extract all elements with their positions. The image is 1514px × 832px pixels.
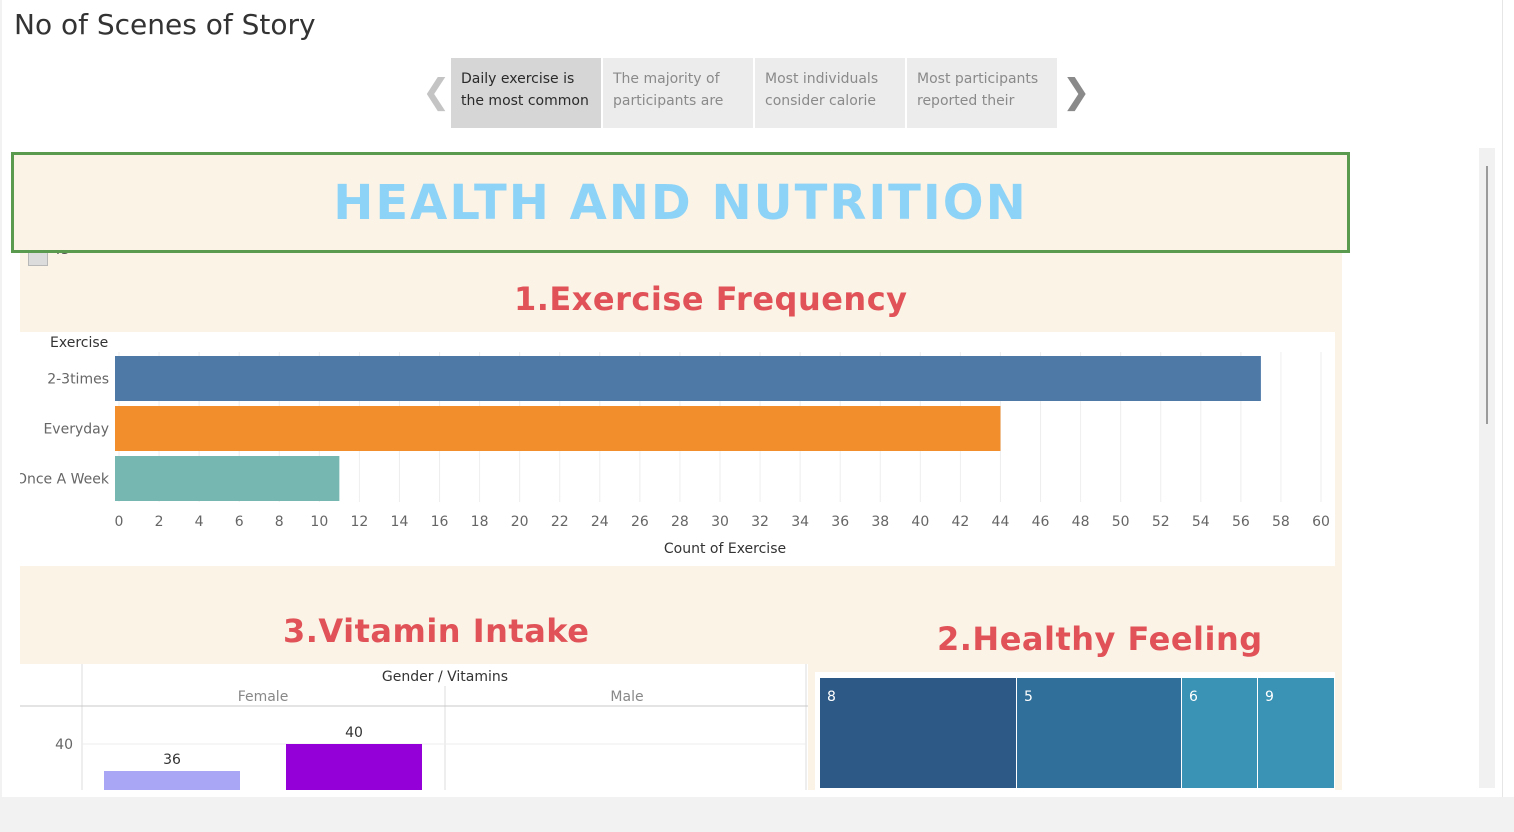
- x-axis-title: Count of Exercise: [664, 541, 786, 557]
- bar-once-a-week[interactable]: [115, 456, 340, 501]
- story-canvas: No of Scenes of Story ❮ Daily exercise i…: [2, 0, 1502, 797]
- x-tick-label: 44: [992, 514, 1010, 530]
- treemap-cell[interactable]: [1017, 678, 1181, 788]
- x-tick-label: 50: [1112, 514, 1130, 530]
- x-tick-label: 12: [350, 514, 368, 530]
- x-tick-label: 60: [1312, 514, 1330, 530]
- x-tick-label: 48: [1072, 514, 1090, 530]
- treemap-cell[interactable]: [1182, 678, 1257, 788]
- x-tick-label: 20: [511, 514, 529, 530]
- column-male: Male: [610, 689, 643, 705]
- data-label: 40: [345, 725, 363, 741]
- banner-title: HEALTH AND NUTRITION: [333, 175, 1028, 231]
- y-tick-label: 40: [55, 737, 73, 753]
- x-tick-label: 26: [631, 514, 649, 530]
- dashboard: 43 1.Exercise Frequency Exercise2-3times…: [20, 240, 1342, 790]
- treemap-label: 9: [1265, 689, 1274, 705]
- x-tick-label: 58: [1272, 514, 1290, 530]
- section2-title: 2.Healthy Feeling: [937, 620, 1263, 658]
- x-tick-label: 38: [871, 514, 889, 530]
- exercise-chart-panel: Exercise 2-3times Everyday Once A Week 0 2 4 6 8…: [20, 332, 1335, 566]
- x-tick-label: 34: [791, 514, 809, 530]
- dashboard-banner: HEALTH AND NUTRITION: [11, 152, 1350, 253]
- vitamin-bar[interactable]: [286, 744, 422, 790]
- x-tick-label: 24: [591, 514, 609, 530]
- chevron-left-icon[interactable]: ❮: [422, 72, 451, 112]
- healthy-feeling-chart: 8 5 6 9: [820, 678, 1334, 788]
- treemap-cell[interactable]: [820, 678, 1016, 788]
- category-label: 2-3times: [47, 372, 109, 388]
- story-title: No of Scenes of Story: [14, 8, 316, 41]
- x-tick-label: 52: [1152, 514, 1170, 530]
- treemap-label: 6: [1189, 689, 1198, 705]
- bar-2-3times[interactable]: [115, 356, 1261, 401]
- story-point-3[interactable]: Most individuals consider calorie: [755, 58, 905, 128]
- vitamin-chart-panel: Gender / Vitamins Female Male 40 36 40: [20, 664, 808, 790]
- x-tick-label: 6: [235, 514, 244, 530]
- scrollbar-thumb[interactable]: [1486, 166, 1488, 424]
- x-tick-label: 8: [275, 514, 284, 530]
- x-tick-label: 16: [431, 514, 449, 530]
- chevron-right-icon[interactable]: ❯: [1062, 72, 1091, 112]
- vertical-scrollbar[interactable]: [1479, 148, 1495, 788]
- x-tick-label: 54: [1192, 514, 1210, 530]
- x-tick-label: 46: [1032, 514, 1050, 530]
- column-header: Gender / Vitamins: [382, 669, 508, 685]
- x-tick-label: 4: [195, 514, 204, 530]
- treemap-label: 8: [827, 689, 836, 705]
- x-tick-label: 30: [711, 514, 729, 530]
- x-tick-label: 2: [155, 514, 164, 530]
- x-tick-label: 28: [671, 514, 689, 530]
- x-tick-label: 0: [115, 514, 124, 530]
- bar-everyday[interactable]: [115, 406, 1001, 451]
- column-female: Female: [238, 689, 289, 705]
- x-tick-label: 40: [911, 514, 929, 530]
- section1-title: 1.Exercise Frequency: [514, 280, 908, 318]
- x-tick-label: 42: [951, 514, 969, 530]
- x-tick-label: 18: [471, 514, 489, 530]
- healthy-feeling-panel: 8 5 6 9: [815, 672, 1335, 790]
- x-tick-label: 22: [551, 514, 569, 530]
- story-point-4[interactable]: Most participants reported their: [907, 58, 1057, 128]
- vitamin-chart: Gender / Vitamins Female Male 40 36 40: [20, 664, 808, 790]
- vitamin-bar[interactable]: [104, 771, 240, 790]
- y-axis-title: Exercise: [50, 335, 108, 351]
- x-tick-label: 56: [1232, 514, 1250, 530]
- story-point-2[interactable]: The majority of participants are: [603, 58, 753, 128]
- right-edge-bar: [1502, 0, 1514, 797]
- section3-title: 3.Vitamin Intake: [283, 612, 590, 650]
- data-label: 36: [163, 752, 181, 768]
- x-tick-label: 10: [310, 514, 328, 530]
- story-point-1[interactable]: Daily exercise is the most common: [451, 58, 601, 128]
- x-tick-label: 14: [391, 514, 409, 530]
- category-label: Everyday: [43, 422, 109, 438]
- treemap-label: 5: [1024, 689, 1033, 705]
- x-tick-label: 36: [831, 514, 849, 530]
- category-label: Once A Week: [20, 472, 110, 488]
- treemap-cell[interactable]: [1258, 678, 1334, 788]
- x-tick-label: 32: [751, 514, 769, 530]
